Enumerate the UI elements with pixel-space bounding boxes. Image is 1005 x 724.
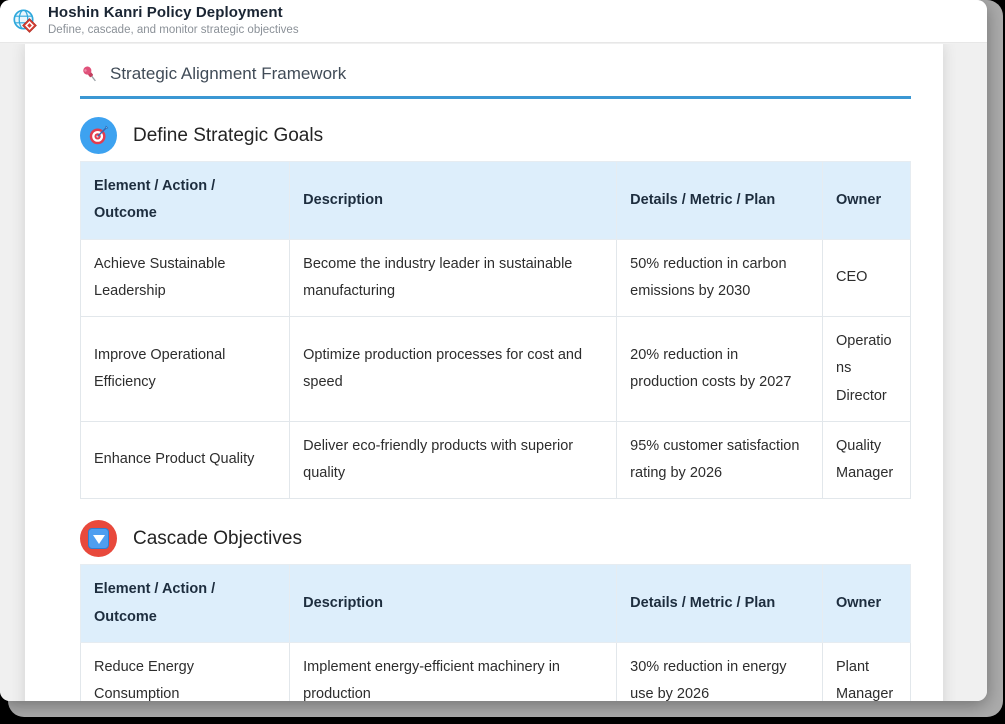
table-row: Enhance Product Quality Deliver eco-frie… xyxy=(81,421,911,499)
column-header: Details / Metric / Plan xyxy=(617,162,823,240)
cell-details: 50% reduction in carbon emissions by 203… xyxy=(617,239,823,317)
cell-description: Deliver eco-friendly products with super… xyxy=(290,421,617,499)
strategic-goals-table: Element / Action / Outcome Description D… xyxy=(80,161,911,499)
column-header: Owner xyxy=(823,565,911,643)
section-title: Define Strategic Goals xyxy=(133,125,323,147)
cell-element: Improve Operational Efficiency xyxy=(81,317,290,422)
cell-owner: Plant Manager xyxy=(823,642,911,701)
table-header-row: Element / Action / Outcome Description D… xyxy=(81,162,911,240)
scroll-area[interactable]: Strategic Alignment Framework Define Str… xyxy=(0,44,987,701)
app-logo-globe-icon xyxy=(12,8,39,35)
cell-description: Implement energy-efficient machinery in … xyxy=(290,642,617,701)
cell-details: 30% reduction in energy use by 2026 xyxy=(617,642,823,701)
cell-element: Reduce Energy Consumption xyxy=(81,642,290,701)
cell-owner: CEO xyxy=(823,239,911,317)
cell-element: Achieve Sustainable Leadership xyxy=(81,239,290,317)
column-header: Element / Action / Outcome xyxy=(81,162,290,240)
app-title-block: Hoshin Kanri Policy Deployment Define, c… xyxy=(48,4,299,37)
table-row: Reduce Energy Consumption Implement ener… xyxy=(81,642,911,701)
page-heading: Strategic Alignment Framework xyxy=(80,62,911,99)
table-header-row: Element / Action / Outcome Description D… xyxy=(81,565,911,643)
content-panel: Strategic Alignment Framework Define Str… xyxy=(25,44,943,701)
table-row: Achieve Sustainable Leadership Become th… xyxy=(81,239,911,317)
app-subtitle: Define, cascade, and monitor strategic o… xyxy=(48,23,299,37)
target-icon xyxy=(80,117,117,154)
column-header: Details / Metric / Plan xyxy=(617,565,823,643)
pushpin-icon xyxy=(80,64,100,84)
column-header: Element / Action / Outcome xyxy=(81,565,290,643)
column-header: Owner xyxy=(823,162,911,240)
section-cascade-objectives: Cascade Objectives xyxy=(80,520,911,557)
down-button-icon xyxy=(80,520,117,557)
cell-element: Enhance Product Quality xyxy=(81,421,290,499)
cascade-objectives-table: Element / Action / Outcome Description D… xyxy=(80,564,911,701)
table-row: Improve Operational Efficiency Optimize … xyxy=(81,317,911,422)
column-header: Description xyxy=(290,162,617,240)
app-window: Hoshin Kanri Policy Deployment Define, c… xyxy=(0,0,987,701)
cell-owner: Operations Director xyxy=(823,317,911,422)
page-title: Strategic Alignment Framework xyxy=(110,64,346,84)
column-header: Description xyxy=(290,565,617,643)
section-define-strategic-goals: Define Strategic Goals xyxy=(80,117,911,154)
cell-description: Become the industry leader in sustainabl… xyxy=(290,239,617,317)
cell-owner: Quality Manager xyxy=(823,421,911,499)
app-header: Hoshin Kanri Policy Deployment Define, c… xyxy=(0,0,987,43)
cell-details: 20% reduction in production costs by 202… xyxy=(617,317,823,422)
app-title: Hoshin Kanri Policy Deployment xyxy=(48,4,299,23)
cell-details: 95% customer satisfaction rating by 2026 xyxy=(617,421,823,499)
section-title: Cascade Objectives xyxy=(133,528,302,550)
cell-description: Optimize production processes for cost a… xyxy=(290,317,617,422)
